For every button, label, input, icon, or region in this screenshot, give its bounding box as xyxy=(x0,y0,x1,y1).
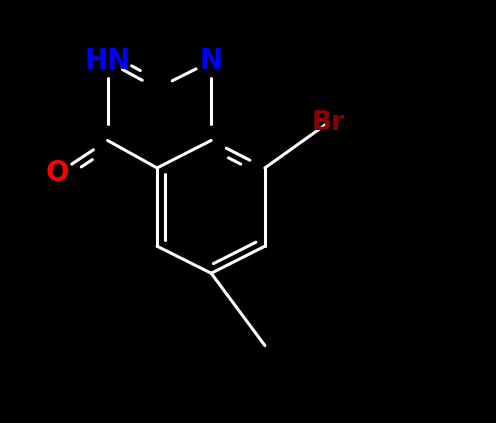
Text: O: O xyxy=(46,159,69,187)
Text: HN: HN xyxy=(84,47,130,75)
Text: N: N xyxy=(199,47,223,75)
Text: Br: Br xyxy=(312,110,345,136)
